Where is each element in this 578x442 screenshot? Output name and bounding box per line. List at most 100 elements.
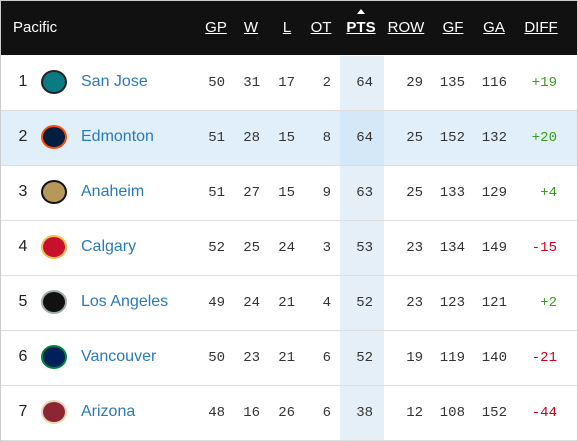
team-row[interactable]: 2 Edmonton 51 28 15 8 64 25 152 132 +20 bbox=[1, 111, 577, 166]
stat: 28 bbox=[243, 130, 260, 146]
stat: 51 bbox=[208, 130, 225, 146]
stat: 17 bbox=[278, 75, 295, 91]
stat: 31 bbox=[243, 75, 260, 91]
team-logo bbox=[41, 180, 67, 204]
column-header[interactable]: DIFF bbox=[524, 19, 558, 36]
team-logo bbox=[41, 70, 67, 94]
team-logo bbox=[41, 345, 67, 369]
stat: 2 bbox=[322, 75, 331, 91]
goal-diff: -44 bbox=[531, 405, 557, 421]
team-name[interactable]: San Jose bbox=[81, 73, 148, 90]
stat: 152 bbox=[439, 130, 465, 146]
team-row[interactable]: 4 Calgary 52 25 24 3 53 23 134 149 -15 bbox=[1, 221, 577, 276]
column-header[interactable]: PTS bbox=[346, 19, 376, 36]
stat: 51 bbox=[208, 185, 225, 201]
rank: 7 bbox=[18, 403, 28, 420]
team-name[interactable]: Edmonton bbox=[81, 128, 154, 145]
stat: 129 bbox=[481, 185, 507, 201]
stat: 53 bbox=[356, 240, 373, 256]
team-name[interactable]: Arizona bbox=[81, 403, 136, 420]
stat: 50 bbox=[208, 75, 225, 91]
stat: 152 bbox=[481, 405, 507, 421]
stat: 8 bbox=[322, 130, 331, 146]
stat: 6 bbox=[322, 405, 331, 421]
stat: 24 bbox=[243, 295, 260, 311]
team-name[interactable]: Calgary bbox=[81, 238, 137, 255]
column-header[interactable]: W bbox=[243, 19, 259, 36]
stat: 38 bbox=[356, 405, 373, 421]
stat: 23 bbox=[406, 240, 423, 256]
team-row[interactable]: 7 Arizona 48 16 26 6 38 12 108 152 -44 bbox=[1, 386, 577, 441]
team-row[interactable]: 3 Anaheim 51 27 15 9 63 25 133 129 +4 bbox=[1, 166, 577, 221]
stat: 119 bbox=[439, 350, 465, 366]
column-header[interactable]: OT bbox=[310, 19, 332, 36]
stat: 26 bbox=[278, 405, 295, 421]
stat: 140 bbox=[481, 350, 507, 366]
stat: 50 bbox=[208, 350, 225, 366]
stat: 16 bbox=[243, 405, 260, 421]
rank: 6 bbox=[18, 348, 28, 365]
stat: 24 bbox=[278, 240, 295, 256]
stat: 12 bbox=[406, 405, 423, 421]
stat: 49 bbox=[208, 295, 225, 311]
stat: 25 bbox=[406, 130, 423, 146]
goal-diff: -15 bbox=[531, 240, 557, 256]
team-row[interactable]: 6 Vancouver 50 23 21 6 52 19 119 140 -21 bbox=[1, 331, 577, 386]
column-header[interactable]: GP bbox=[205, 19, 227, 36]
stat: 52 bbox=[208, 240, 225, 256]
goal-diff: +2 bbox=[540, 295, 557, 311]
team-logo bbox=[41, 235, 67, 259]
column-header[interactable]: GF bbox=[442, 19, 464, 36]
stat: 108 bbox=[439, 405, 465, 421]
stat: 23 bbox=[406, 295, 423, 311]
column-header[interactable]: ROW bbox=[387, 19, 425, 36]
team-logo bbox=[41, 290, 67, 314]
team-logo bbox=[41, 400, 67, 424]
stat: 132 bbox=[481, 130, 507, 146]
team-logo bbox=[41, 125, 67, 149]
stat: 6 bbox=[322, 350, 331, 366]
stat: 25 bbox=[243, 240, 260, 256]
stat: 52 bbox=[356, 295, 373, 311]
rank: 1 bbox=[18, 73, 28, 90]
stat: 133 bbox=[439, 185, 465, 201]
team-name[interactable]: Vancouver bbox=[81, 348, 157, 365]
stat: 63 bbox=[356, 185, 373, 201]
column-header[interactable]: GA bbox=[483, 19, 505, 36]
goal-diff: +20 bbox=[531, 130, 557, 146]
stat: 3 bbox=[322, 240, 331, 256]
stat: 29 bbox=[406, 75, 423, 91]
stat: 134 bbox=[439, 240, 465, 256]
team-name[interactable]: Los Angeles bbox=[81, 293, 169, 310]
stat: 21 bbox=[278, 350, 295, 366]
stat: 64 bbox=[356, 75, 373, 91]
stat: 64 bbox=[356, 130, 373, 146]
stat: 135 bbox=[439, 75, 465, 91]
goal-diff: +19 bbox=[531, 75, 557, 91]
team-name[interactable]: Anaheim bbox=[81, 183, 145, 200]
stat: 4 bbox=[322, 295, 331, 311]
stat: 9 bbox=[322, 185, 331, 201]
stat: 123 bbox=[439, 295, 465, 311]
stat: 149 bbox=[481, 240, 507, 256]
goal-diff: +4 bbox=[540, 185, 557, 201]
stat: 48 bbox=[208, 405, 225, 421]
team-row[interactable]: 1 San Jose 50 31 17 2 64 29 135 116 +19 bbox=[1, 56, 577, 111]
stat: 121 bbox=[481, 295, 507, 311]
goal-diff: -21 bbox=[531, 350, 557, 366]
rank: 3 bbox=[18, 183, 28, 200]
team-row[interactable]: 5 Los Angeles 49 24 21 4 52 23 123 121 +2 bbox=[1, 276, 577, 331]
stat: 21 bbox=[278, 295, 295, 311]
stat: 25 bbox=[406, 185, 423, 201]
rank: 5 bbox=[18, 293, 28, 310]
stat: 19 bbox=[406, 350, 423, 366]
rank: 2 bbox=[18, 128, 28, 145]
stat: 27 bbox=[243, 185, 260, 201]
header-bar: Pacific GP W L OT PTS ROW GF GA DIFF bbox=[1, 1, 577, 55]
stat: 15 bbox=[278, 185, 295, 201]
stat: 23 bbox=[243, 350, 260, 366]
column-header[interactable]: L bbox=[282, 19, 292, 36]
stat: 52 bbox=[356, 350, 373, 366]
division-title: Pacific bbox=[13, 19, 58, 36]
